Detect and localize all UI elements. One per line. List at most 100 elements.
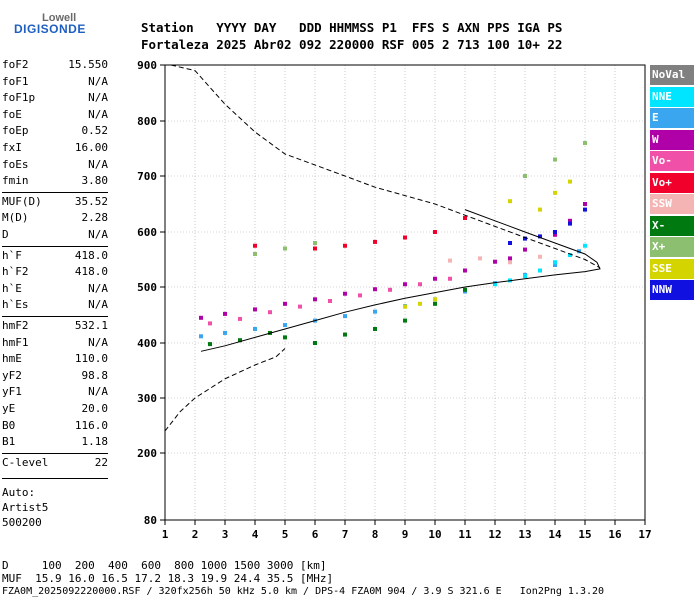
param-value: 0.52 [81, 124, 109, 138]
y-tick-label: 700 [137, 170, 157, 183]
echo-point-nne [538, 268, 542, 273]
echo-point-x [283, 335, 287, 340]
echo-point-w [223, 311, 227, 316]
echo-point-nnw [553, 230, 557, 234]
param-name: foF1p [2, 91, 36, 105]
y-tick-label: 80 [144, 514, 157, 527]
param-row-fxi: fxI 16.00 [2, 141, 108, 157]
echo-point-x [583, 141, 587, 145]
x-tick-label: 13 [518, 528, 531, 541]
legend-w: W [650, 129, 694, 150]
panel-separator [2, 245, 108, 247]
legend-vo: Vo- [650, 151, 694, 171]
echo-point-vo [313, 246, 317, 251]
param-row-hmf2: hmF2 532.1 [2, 319, 108, 335]
logo-digisonde-text: DIGISONDE [14, 22, 86, 36]
y-tick-label: 900 [137, 59, 157, 72]
param-row-hf: h`F 418.0 [2, 249, 108, 265]
echo-point-x [313, 241, 317, 245]
param-row-fmin: fmin 3.80 [2, 174, 108, 190]
echo-point-sse [508, 199, 512, 204]
echo-point-e [553, 263, 557, 267]
param-name: foEs [2, 157, 29, 171]
legend-vo: Vo+ [650, 172, 694, 193]
param-name: foF1 [2, 74, 29, 88]
echo-point-x [313, 341, 317, 345]
echo-point-vo [388, 287, 392, 292]
profile-curve-solid [200, 209, 601, 352]
param-row-clevel: C-level 22 [2, 456, 108, 472]
echo-point-vo [403, 235, 407, 240]
param-value: 2.28 [81, 211, 109, 225]
param-value: 3.80 [81, 174, 109, 188]
param-row-hf2: h`F2 418.0 [2, 265, 108, 281]
echo-point-x [253, 252, 257, 256]
param-value: 418.0 [74, 265, 108, 279]
param-name: hmE [2, 352, 22, 366]
echo-point-ssw [448, 258, 452, 263]
echo-point-w [343, 291, 347, 296]
echo-point-vo [298, 304, 302, 309]
panel-separator [2, 316, 108, 317]
param-value: 22 [94, 455, 108, 469]
param-row-foep: foEp 0.52 [2, 124, 108, 140]
param-value: 418.0 [74, 248, 108, 262]
echo-point-x [463, 287, 467, 292]
x-tick-label: 10 [428, 528, 441, 541]
x-tick-label: 12 [488, 528, 501, 541]
param-value: N/A [88, 298, 108, 312]
x-tick-label: 15 [578, 528, 591, 541]
echo-point-e [223, 330, 227, 335]
param-value: 98.8 [81, 368, 109, 382]
echo-point-w [313, 297, 317, 302]
param-row-foes: foEs N/A [2, 158, 108, 174]
param-name: foEp [2, 124, 29, 138]
param-name: hmF1 [2, 335, 29, 349]
param-name: h`Es [2, 298, 29, 312]
param-name: C-level [2, 455, 49, 469]
param-row-d: D N/A [2, 228, 108, 244]
profile-curve-dashed [164, 348, 286, 432]
echo-point-nne [568, 253, 572, 258]
param-name: B1 [2, 435, 16, 449]
echo-point-ssw [478, 256, 482, 261]
echo-point-x [553, 157, 557, 162]
param-value: N/A [88, 107, 108, 121]
legend-nne: NNE [650, 86, 694, 107]
echo-point-x [403, 318, 407, 323]
x-tick-label: 14 [548, 528, 562, 541]
distance-row: D 100 200 400 600 800 1000 1500 3000 [km… [2, 559, 327, 572]
echo-point-w [283, 301, 287, 306]
x-tick-label: 6 [312, 528, 319, 541]
param-row-b0: B0 116.0 [2, 419, 108, 435]
x-tick-label: 8 [372, 528, 379, 541]
param-name: D [2, 228, 9, 241]
echo-point-w [493, 259, 497, 264]
param-name: h`F2 [2, 265, 29, 279]
param-name: foE [2, 107, 22, 121]
echo-point-e [199, 334, 203, 339]
param-name: h`E [2, 281, 22, 295]
legend-noval: NoVal [650, 65, 694, 85]
param-value: 110.0 [74, 352, 108, 366]
panel-separator [2, 478, 108, 479]
legend-sse: SSE [650, 258, 694, 279]
echo-point-e [283, 323, 287, 328]
param-name: yE [2, 402, 16, 415]
echo-point-nnw [523, 236, 527, 241]
echo-point-vo [433, 230, 437, 234]
header-labels: Station YYYY DAY DDD HHMMSS P1 FFS S AXN… [141, 20, 563, 35]
echo-point-e [577, 249, 581, 254]
echo-point-x [433, 301, 437, 306]
y-tick-label: 600 [137, 226, 157, 239]
echo-point-w [553, 232, 557, 237]
echo-point-w [463, 268, 467, 273]
legend-x: X- [650, 215, 694, 236]
param-row-fof1p: foF1p N/A [2, 91, 108, 107]
param-value: N/A [88, 228, 108, 241]
param-value: 15.550 [68, 58, 108, 71]
param-row-yf2: yF2 98.8 [2, 369, 108, 385]
y-tick-label: 400 [137, 337, 157, 350]
panel-separator [2, 452, 108, 454]
